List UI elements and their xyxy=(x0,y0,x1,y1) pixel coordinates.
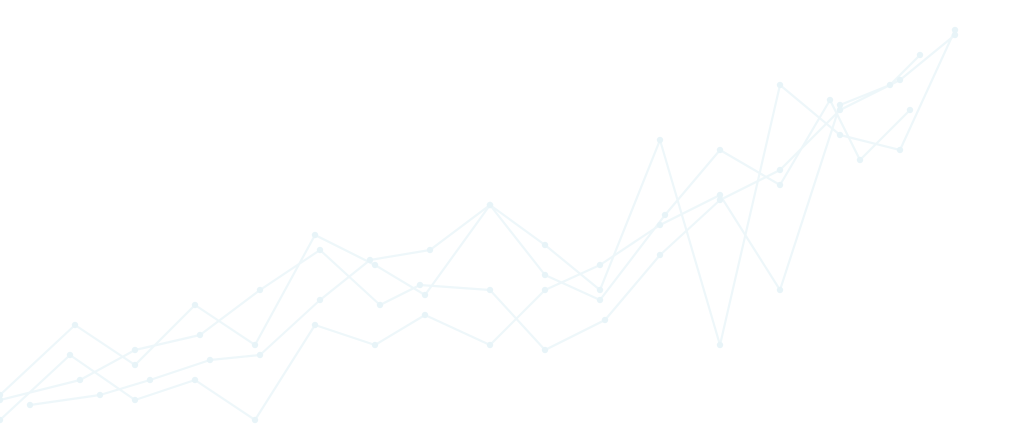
network-node xyxy=(256,351,264,359)
network-node xyxy=(206,356,214,364)
network-node xyxy=(596,296,604,304)
network-node xyxy=(541,286,549,294)
network-node xyxy=(716,191,724,199)
network-node xyxy=(661,211,669,219)
network-node xyxy=(0,396,4,404)
network-node xyxy=(26,401,34,409)
network-node xyxy=(906,106,914,114)
network-node xyxy=(896,76,904,84)
line-network-strokes xyxy=(0,28,957,422)
network-node xyxy=(191,376,199,384)
network-node xyxy=(366,256,374,264)
line-network-nodes xyxy=(0,26,959,424)
network-node xyxy=(776,81,784,89)
network-node xyxy=(131,361,139,369)
network-node xyxy=(196,331,204,339)
network-node xyxy=(146,376,154,384)
network-node xyxy=(951,26,959,34)
network-node xyxy=(426,246,434,254)
network-node xyxy=(836,106,844,114)
network-node xyxy=(71,321,79,329)
network-node xyxy=(256,286,264,294)
network-node xyxy=(486,286,494,294)
network-node xyxy=(96,391,104,399)
network-node xyxy=(191,301,199,309)
network-node xyxy=(716,341,724,349)
network-node xyxy=(596,261,604,269)
network-node xyxy=(316,296,324,304)
network-node xyxy=(376,301,384,309)
network-node xyxy=(66,351,74,359)
network-node xyxy=(916,51,924,59)
network-node xyxy=(416,281,424,289)
network-node xyxy=(371,341,379,349)
network-node xyxy=(316,246,324,254)
network-node xyxy=(311,231,319,239)
network-node xyxy=(0,391,4,399)
network-node xyxy=(541,241,549,249)
network-node xyxy=(541,271,549,279)
network-node xyxy=(541,346,549,354)
network-node xyxy=(421,291,429,299)
network-line-3 xyxy=(0,33,957,402)
network-node xyxy=(656,251,664,259)
network-node xyxy=(776,181,784,189)
network-node xyxy=(251,416,259,424)
network-node xyxy=(886,81,894,89)
network-node xyxy=(776,286,784,294)
network-node xyxy=(601,316,609,324)
network-node xyxy=(656,221,664,229)
network-node xyxy=(656,136,664,144)
network-node xyxy=(251,341,259,349)
network-node xyxy=(776,166,784,174)
network-line-4 xyxy=(28,98,912,407)
network-node xyxy=(486,341,494,349)
network-node xyxy=(826,96,834,104)
network-node xyxy=(371,261,379,269)
network-node xyxy=(856,156,864,164)
network-node xyxy=(716,196,724,204)
network-node xyxy=(311,321,319,329)
network-node xyxy=(486,201,494,209)
network-node xyxy=(131,346,139,354)
network-node xyxy=(596,286,604,294)
network-node xyxy=(951,31,959,39)
network-node xyxy=(836,101,844,109)
network-node xyxy=(131,396,139,404)
network-node xyxy=(76,376,84,384)
network-node xyxy=(896,146,904,154)
network-node xyxy=(421,311,429,319)
network-node xyxy=(716,146,724,154)
network-node xyxy=(0,416,4,424)
network-node xyxy=(836,131,844,139)
